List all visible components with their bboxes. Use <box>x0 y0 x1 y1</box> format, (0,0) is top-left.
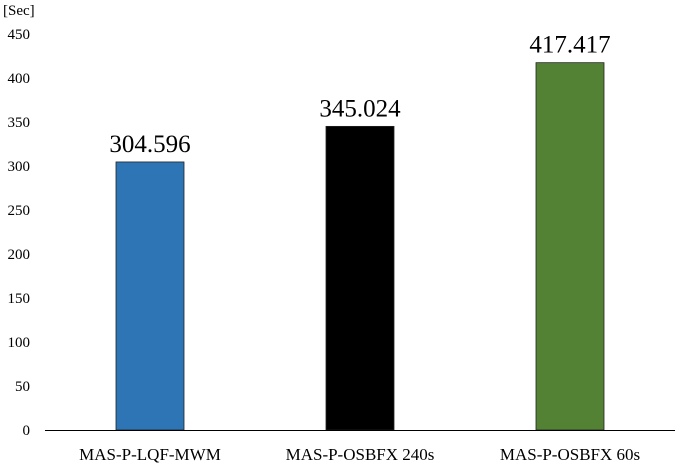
bar <box>535 62 605 431</box>
y-tick-label: 100 <box>8 335 31 351</box>
category-label: MAS-P-OSBFX 60s <box>500 445 640 464</box>
y-tick-label: 150 <box>8 291 31 307</box>
y-tick-label: 0 <box>23 423 31 439</box>
category-label: MAS-P-LQF-MWM <box>79 445 221 464</box>
data-label: 304.596 <box>109 131 190 158</box>
y-axis-ticks: 0 50 100 150 200 250 300 350 400 450 <box>8 27 31 439</box>
y-tick-label: 200 <box>8 247 31 263</box>
category-label: MAS-P-OSBFX 240s <box>286 445 435 464</box>
y-tick-label: 250 <box>8 203 31 219</box>
y-tick-label: 350 <box>8 115 31 131</box>
y-axis-unit-label: [Sec] <box>3 3 35 19</box>
bars <box>115 62 605 431</box>
y-tick-label: 50 <box>15 379 30 395</box>
y-tick-label: 400 <box>8 71 31 87</box>
data-label: 417.417 <box>529 32 610 59</box>
data-label: 345.024 <box>319 95 401 122</box>
y-tick-label: 450 <box>8 27 31 43</box>
category-labels: MAS-P-LQF-MWM MAS-P-OSBFX 240s MAS-P-OSBFX… <box>79 445 640 464</box>
bar <box>115 161 185 431</box>
bar <box>325 125 395 431</box>
data-labels: 304.596 345.024 417.417 <box>109 32 610 158</box>
y-tick-label: 300 <box>8 159 31 175</box>
